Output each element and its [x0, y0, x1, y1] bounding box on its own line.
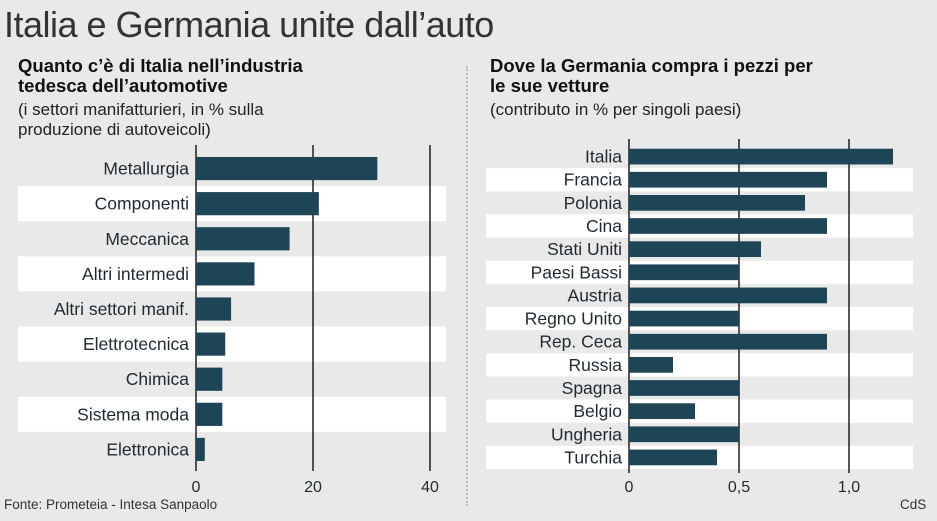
left-category-label: Elettronica [106, 439, 189, 459]
left-tick-label: 40 [421, 479, 439, 496]
right-bar [629, 218, 827, 234]
right-bar [629, 449, 717, 466]
right-bar [629, 426, 739, 443]
right-category-label: Stati Uniti [547, 239, 622, 259]
left-category-label: Metallurgia [103, 159, 189, 179]
left-category-label: Elettrotecnica [83, 334, 189, 354]
right-category-label: Regno Unito [525, 309, 622, 329]
right-category-label: Francia [564, 170, 623, 190]
right-bar [629, 264, 739, 281]
right-category-label: Italia [585, 147, 622, 167]
right-category-label: Turchia [564, 447, 622, 467]
left-category-label: Altri settori manif. [54, 299, 189, 319]
left-bar [196, 332, 226, 356]
left-chart-note: (i settori manifatturieri, in % sulla pr… [18, 100, 264, 139]
right-chart-note: (contributo in % per singoli paesi) [490, 100, 742, 119]
left-category-label: Altri intermedi [82, 264, 189, 284]
right-category-label: Austria [568, 285, 623, 305]
left-bar [196, 192, 319, 216]
right-bar [629, 380, 739, 396]
left-tick-label: 0 [192, 479, 201, 496]
left-tick-label: 20 [304, 479, 322, 496]
left-chart-heading: Quanto c’è di Italia nell’industria tede… [18, 55, 303, 96]
right-category-label: Cina [586, 216, 622, 236]
right-category-label: Ungheria [551, 424, 622, 444]
right-bar [629, 333, 827, 350]
left-row-band [18, 326, 446, 362]
right-bar [629, 310, 739, 327]
left-category-label: Componenti [95, 194, 189, 214]
right-bar [629, 356, 673, 373]
right-bar [629, 171, 827, 188]
right-bar [629, 403, 695, 420]
right-tick-label: 1,0 [838, 479, 860, 496]
right-tick-label: 0 [625, 479, 634, 496]
left-bar [196, 297, 232, 321]
right-bar [629, 241, 761, 258]
right-category-label: Rep. Ceca [539, 332, 622, 352]
page-title: Italia e Germania unite dall’auto [4, 4, 494, 45]
left-category-label: Meccanica [105, 229, 189, 249]
right-tick-label: 0,5 [728, 479, 750, 496]
left-bar [196, 156, 378, 181]
left-category-label: Chimica [126, 369, 189, 389]
right-bar [629, 148, 893, 165]
right-bar [629, 194, 805, 211]
left-category-label: Sistema moda [77, 404, 189, 424]
left-row-band [18, 396, 446, 432]
credit-label: CdS [900, 497, 927, 512]
right-row-band [486, 399, 913, 423]
right-category-label: Paesi Bassi [531, 262, 622, 282]
left-bar [196, 227, 290, 251]
left-bar [196, 437, 205, 462]
right-row-band [486, 353, 913, 377]
right-category-label: Belgio [573, 401, 622, 421]
right-category-label: Russia [569, 355, 623, 375]
right-chart-heading: Dove la Germania compra i pezzi per le s… [490, 55, 813, 96]
source-note: Fonte: Prometeia - Intesa Sanpaolo [4, 497, 218, 512]
right-category-label: Spagna [562, 378, 623, 398]
panel-divider [466, 66, 468, 506]
left-bar [196, 262, 255, 286]
right-bar [629, 287, 827, 304]
left-bar [196, 367, 223, 391]
left-bar [196, 402, 223, 426]
right-category-label: Polonia [564, 193, 623, 213]
